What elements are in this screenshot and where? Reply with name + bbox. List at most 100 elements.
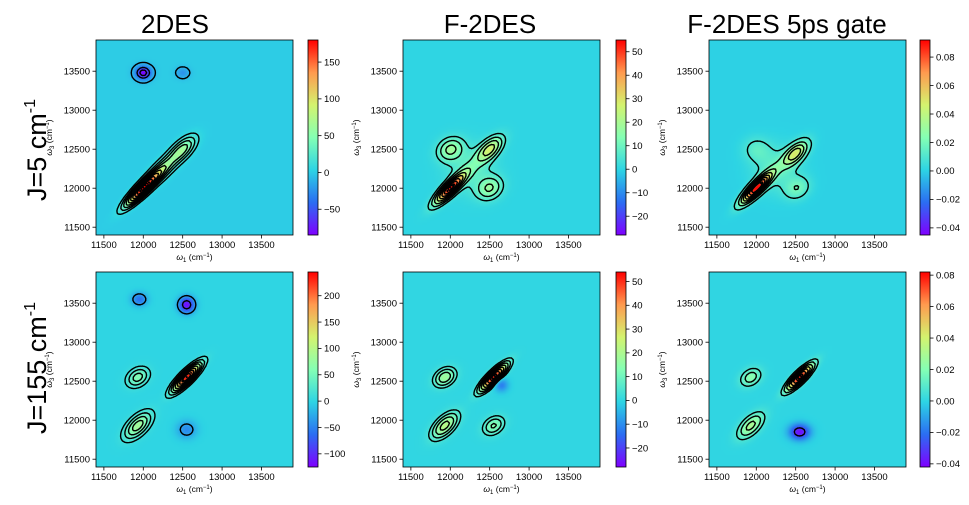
- contour-positive: [790, 368, 809, 387]
- y-axis-label: ω3 (cm−1): [351, 119, 363, 155]
- colorbar-tick-label: 0: [632, 396, 637, 407]
- contour-positive: [125, 143, 189, 206]
- y-axis-label-exponent: −1: [352, 122, 358, 130]
- contour-positive: [737, 141, 808, 207]
- x-axis-label-unit-close: ): [823, 252, 826, 262]
- colorbar-tick-label: −100: [324, 449, 345, 460]
- colorbar-tick-label: 40: [632, 71, 643, 82]
- colorbar-tick-label: 0: [632, 165, 637, 176]
- y-axis-label-unit: (cm: [44, 129, 54, 146]
- y-axis-label-exponent: −1: [352, 354, 358, 362]
- x-axis-label-unit: (cm: [186, 252, 203, 262]
- y-tick-label: 13000: [677, 106, 703, 117]
- y-axis-label-unit: (cm: [351, 129, 361, 146]
- x-tick-label: 11500: [91, 472, 117, 483]
- x-tick-label: 13000: [209, 240, 235, 251]
- column-title-f2des-gate: F-2DES 5ps gate: [687, 9, 886, 39]
- x-axis-label-subscript: 1: [183, 258, 187, 264]
- x-tick-label: 12500: [476, 472, 502, 483]
- x-axis-label-symbol: ω: [176, 252, 183, 262]
- panel-4: 11500 12000 12500 13000 13500115001200012500…: [44, 271, 345, 496]
- contour-lines: [735, 358, 819, 441]
- colorbar-tick-label: 0.04: [936, 109, 955, 120]
- y-axis-label-unit: (cm: [44, 361, 54, 378]
- heatmap-raster: [96, 40, 293, 235]
- contour-positive: [127, 164, 167, 204]
- colorbar-tick-label: 100: [324, 344, 340, 355]
- colorbar: [919, 39, 931, 236]
- x-axis-label-exponent: −1: [510, 485, 518, 491]
- x-tick-label: 11500: [91, 240, 117, 251]
- contour-positive: [119, 355, 209, 444]
- colorbar: [307, 39, 319, 236]
- contour-positive: [116, 132, 200, 216]
- x-tick-label: 13000: [209, 472, 235, 483]
- y-axis-label-unit-close: ): [44, 351, 54, 354]
- contour-negative: [132, 293, 197, 436]
- y-tick-label: 13000: [64, 338, 90, 349]
- x-axis-label: ω1 (cm−1): [176, 484, 212, 496]
- y-tick-label: 12000: [371, 184, 397, 195]
- x-axis-label-exponent: −1: [816, 485, 824, 491]
- contour-positive: [788, 366, 811, 389]
- x-tick-label: 11500: [704, 472, 730, 483]
- x-axis-label-exponent: −1: [203, 253, 211, 259]
- y-tick-label: 13000: [371, 338, 397, 349]
- x-axis-label-unit: (cm: [799, 252, 816, 262]
- colorbar-tick-label: 0.00: [936, 396, 955, 407]
- x-axis-label-exponent: −1: [510, 253, 518, 259]
- contour-negative: [139, 69, 148, 77]
- x-axis-label-unit: (cm: [186, 484, 203, 494]
- contour-positive: [735, 358, 819, 441]
- x-axis-label-exponent: −1: [816, 253, 824, 259]
- colorbar: [919, 271, 931, 468]
- y-axis-label-unit: (cm: [657, 129, 667, 146]
- x-tick-label: 12000: [743, 472, 769, 483]
- x-axis-label-subscript: 1: [490, 258, 494, 264]
- colorbar-tick-label: 0.06: [936, 81, 955, 92]
- x-axis-label-exponent: −1: [203, 485, 211, 491]
- y-tick-label: 12500: [371, 377, 397, 388]
- contour-lines: [116, 61, 200, 216]
- y-tick-label: 13000: [371, 106, 397, 117]
- x-tick-label: 11500: [398, 472, 424, 483]
- colorbar-tick-label: −0.04: [936, 223, 960, 234]
- row-title-j5-text: J=5 cm: [22, 113, 52, 201]
- colorbar: [307, 271, 319, 468]
- y-axis-label-subscript: 3: [50, 377, 56, 381]
- y-tick-label: 12500: [677, 145, 703, 156]
- y-tick-label: 11500: [64, 455, 90, 466]
- y-axis-label-symbol: ω: [657, 381, 667, 388]
- contour-positive: [795, 373, 804, 382]
- y-axis-label-unit: (cm: [657, 361, 667, 378]
- y-axis-label-symbol: ω: [44, 149, 54, 156]
- y-axis-label-symbol: ω: [351, 149, 361, 156]
- svg-text:J=155 cm-1: J=155 cm-1: [22, 302, 52, 434]
- contour-positive: [443, 180, 459, 195]
- x-tick-label: 11500: [704, 240, 730, 251]
- plot-frame: [95, 271, 294, 468]
- y-axis-label-unit-close: ): [657, 119, 667, 122]
- y-tick-label: 13500: [64, 67, 90, 78]
- colorbar-tick-label: 0.02: [936, 138, 955, 149]
- contour-positive: [486, 370, 501, 384]
- colorbar-tick-label: 0.00: [936, 166, 955, 177]
- contour-negative: [181, 299, 192, 310]
- contour-positive: [792, 370, 807, 385]
- contour-negative: [130, 61, 191, 84]
- x-tick-label: 12000: [743, 240, 769, 251]
- plot-frame: [95, 39, 294, 236]
- contour-positive: [136, 178, 154, 195]
- y-tick-label: 12500: [64, 145, 90, 156]
- row-title-j155-superscript: -1: [22, 302, 39, 316]
- colorbar-tick-label: 150: [324, 57, 340, 68]
- colorbar-tick-label: 0.06: [936, 302, 955, 313]
- contour-positive: [134, 175, 156, 198]
- x-tick-label: 13500: [555, 240, 581, 251]
- contour-positive: [745, 363, 814, 431]
- x-tick-label: 13000: [516, 240, 542, 251]
- x-axis-label-subscript: 1: [490, 490, 494, 496]
- y-tick-label: 13500: [371, 67, 397, 78]
- x-tick-label: 12500: [782, 240, 808, 251]
